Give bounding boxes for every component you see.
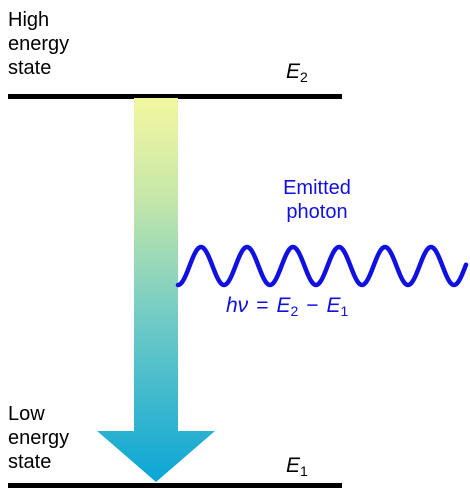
e2-symbol: E2 — [286, 60, 308, 85]
low-energy-state-label: Low energy state — [8, 403, 70, 473]
high-energy-level-line — [8, 94, 342, 99]
photon-energy-equation: hν = E2− E1 — [226, 294, 349, 319]
emitted-photon-label: Emitted photon — [283, 177, 351, 223]
high-energy-state-label: High energy state — [8, 9, 70, 79]
low-energy-level-line — [8, 483, 342, 488]
e1-symbol: E1 — [286, 454, 308, 479]
